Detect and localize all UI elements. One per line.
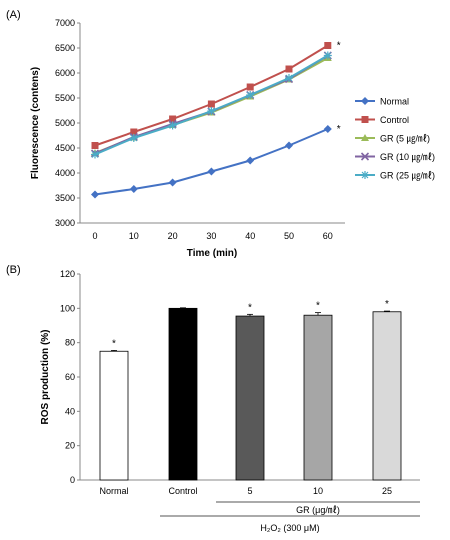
b-y-tick-label: 80	[65, 338, 75, 348]
x-tick-label: Control	[168, 486, 197, 496]
legend-item: Control	[355, 115, 409, 125]
data-point	[129, 185, 138, 193]
a-x-tick-label: 60	[323, 231, 333, 241]
bar	[235, 315, 265, 481]
b-y-tick-label: 20	[65, 441, 75, 451]
bar	[372, 311, 402, 481]
b-y-tick-label: 120	[60, 269, 75, 279]
data-point	[129, 134, 138, 142]
legend-item: GR (5 ㎍/㎖)	[355, 134, 430, 145]
bar-5: *	[235, 302, 265, 481]
data-point	[207, 167, 216, 176]
panel-a-label: (A)	[6, 9, 21, 21]
data-point	[285, 74, 293, 82]
bar	[303, 314, 333, 481]
data-point	[91, 190, 99, 199]
bar-Normal: *	[99, 338, 129, 481]
legend-label: GR (5 ㎍/㎖)	[380, 134, 430, 145]
treatment-label: H₂O₂ (300 μM)	[260, 523, 319, 533]
b-y-axis-label: ROS production (%)	[40, 330, 51, 425]
a-y-axis-label: Fluorescence (contens)	[30, 67, 41, 179]
legend-marker	[361, 116, 369, 123]
legend-label: GR (10 ㎍/㎖)	[380, 152, 435, 163]
x-tick-label: 25	[382, 486, 392, 496]
data-point	[168, 178, 177, 187]
legend-item: GR (10 ㎍/㎖)	[355, 152, 435, 163]
b-y-tick-label: 60	[65, 372, 75, 382]
x-tick-label: 10	[313, 486, 323, 496]
a-y-tick-label: 3000	[55, 218, 75, 228]
a-x-tick-label: 20	[168, 231, 178, 241]
a-x-axis-label: Time (min)	[187, 248, 237, 259]
b-y-tick-label: 100	[60, 303, 75, 313]
bar	[99, 350, 129, 481]
significance-marker: *	[316, 301, 320, 312]
bar	[168, 307, 198, 481]
significance-marker: *	[337, 124, 341, 135]
data-point	[323, 51, 332, 60]
line-chart: 3000 3500 4000 4500 5000 5500 6000 6500 7000 0 10…	[30, 18, 435, 259]
legend-item: GR (25 ㎍/㎖)	[355, 171, 435, 182]
panel-b-label: (B)	[6, 264, 21, 276]
data-point	[169, 115, 177, 123]
data-point	[323, 125, 332, 133]
data-point	[207, 107, 216, 115]
data-point	[324, 42, 332, 49]
legend-marker	[361, 97, 369, 105]
significance-marker: *	[385, 299, 389, 310]
legend-marker	[360, 152, 370, 161]
legend-marker	[361, 134, 369, 141]
series-diamond	[91, 125, 332, 199]
a-x-tick-label: 0	[92, 231, 97, 241]
group-label: GR (μg/㎖)	[296, 505, 340, 515]
a-y-tick-label: 7000	[55, 18, 75, 28]
legend-label: Normal	[380, 97, 409, 107]
series-square	[91, 42, 332, 149]
data-point	[246, 83, 254, 91]
a-y-tick-label: 5500	[55, 93, 75, 103]
a-y-tick-label: 6000	[55, 68, 75, 78]
legend-label: GR (25 ㎍/㎖)	[380, 171, 435, 182]
data-point	[207, 100, 215, 108]
data-point	[285, 65, 293, 73]
legend-marker	[361, 171, 369, 179]
a-y-tick-label: 6500	[55, 43, 75, 53]
data-point	[168, 121, 177, 130]
legend-item: Normal	[355, 97, 409, 107]
b-y-tick-label: 0	[70, 475, 75, 485]
a-x-tick-label: 30	[206, 231, 216, 241]
series-line	[94, 44, 329, 147]
a-x-tick-label: 40	[245, 231, 255, 241]
significance-marker: *	[112, 338, 116, 349]
a-y-tick-label: 4000	[55, 168, 75, 178]
a-y-tick-label: 4500	[55, 143, 75, 153]
bar-25: *	[372, 299, 402, 481]
data-point	[91, 142, 99, 149]
b-y-tick-label: 40	[65, 406, 75, 416]
data-point	[130, 128, 138, 136]
data-point	[91, 150, 99, 159]
data-point	[285, 141, 293, 150]
significance-marker: *	[248, 302, 252, 313]
data-point	[246, 156, 255, 165]
legend-label: Control	[380, 115, 409, 125]
a-y-tick-label: 5000	[55, 118, 75, 128]
series-star	[91, 51, 332, 159]
x-tick-label: Normal	[99, 486, 128, 496]
bar-Control	[168, 307, 198, 481]
significance-marker: *	[337, 41, 341, 52]
a-x-tick-label: 10	[129, 231, 139, 241]
data-point	[246, 91, 255, 99]
a-y-tick-label: 3500	[55, 193, 75, 203]
bar-10: *	[303, 301, 333, 481]
a-x-tick-label: 50	[284, 231, 294, 241]
x-tick-label: 5	[247, 486, 252, 496]
